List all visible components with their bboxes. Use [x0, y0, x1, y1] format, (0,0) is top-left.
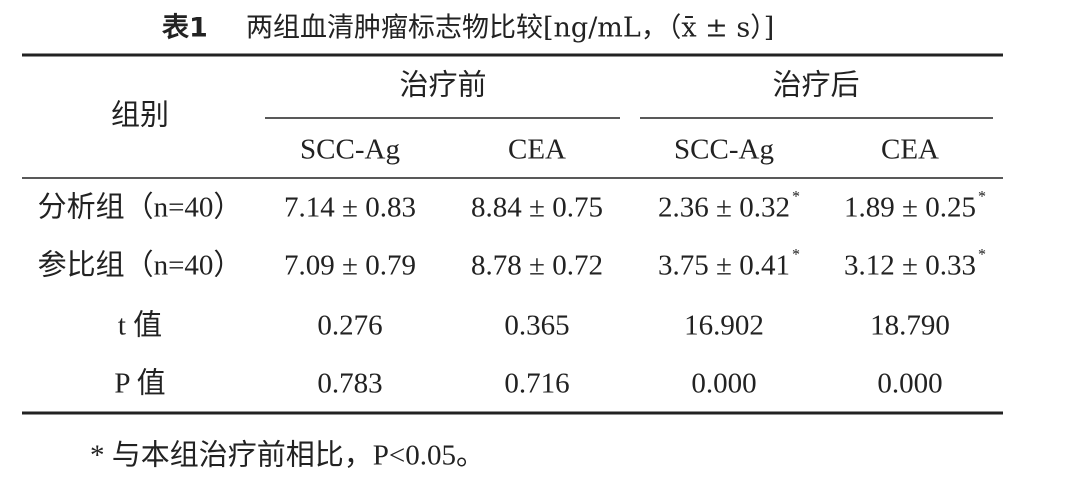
cell-sup: * — [978, 189, 986, 206]
column-header: SCC-Ag — [674, 134, 774, 166]
row-label: 分析组（n=40） — [38, 191, 243, 224]
row-label: P 值 — [114, 367, 165, 400]
title-text: 两组血清肿瘤标志物比较[ng/mL，（x̄ ± s）] — [246, 13, 774, 44]
column-header: SCC-Ag — [300, 134, 400, 166]
cell: 0.716 — [504, 368, 569, 400]
title-number: 表1 — [162, 13, 208, 44]
cell: 3.75 ± 0.41 — [658, 250, 790, 282]
row-label: 参比组（n=40） — [38, 249, 243, 282]
cell-sup: * — [978, 247, 986, 264]
cell-sup: * — [792, 247, 800, 264]
cell-sup: * — [792, 189, 800, 206]
cell: 3.12 ± 0.33 — [844, 250, 976, 282]
column-header: CEA — [881, 134, 939, 166]
cell: 0.000 — [877, 368, 942, 400]
cell: 16.902 — [684, 310, 764, 342]
column-header: CEA — [508, 134, 566, 166]
group-header: 治疗前 — [399, 69, 486, 102]
group-header: 治疗后 — [772, 69, 859, 102]
cell: 1.89 ± 0.25 — [844, 192, 976, 224]
cell: 2.36 ± 0.32 — [658, 192, 790, 224]
cell: 0.000 — [691, 368, 756, 400]
cell: 0.276 — [317, 310, 382, 342]
cell: 8.78 ± 0.72 — [471, 250, 603, 282]
cell: 8.84 ± 0.75 — [471, 192, 603, 224]
cell: 7.09 ± 0.79 — [284, 250, 416, 282]
cell: 18.790 — [870, 310, 950, 342]
cell: 7.14 ± 0.83 — [284, 192, 416, 224]
row-header: 组别 — [111, 99, 169, 132]
cell: 0.783 — [317, 368, 382, 400]
footnote: * 与本组治疗前相比，P<0.05。 — [90, 439, 485, 472]
row-label: t 值 — [118, 309, 162, 342]
cell: 0.365 — [504, 310, 569, 342]
